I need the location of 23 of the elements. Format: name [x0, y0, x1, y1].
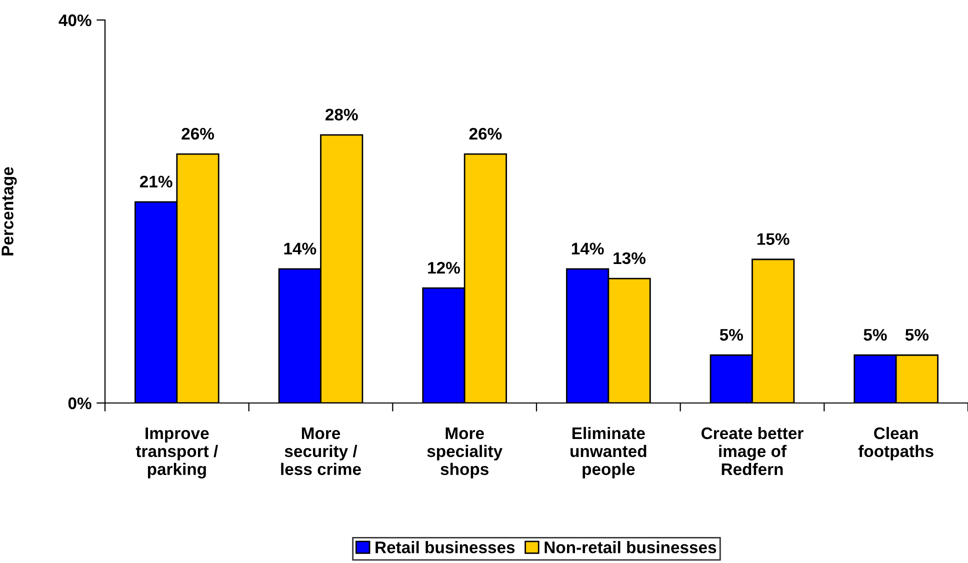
data-label: 12% [428, 262, 460, 274]
x-tick-label: More security / less crime [281, 428, 361, 476]
data-label: 21% [140, 176, 172, 188]
data-label: 5% [864, 328, 887, 341]
legend-label: Non-retail businesses [544, 541, 716, 554]
y-axis-title: Percentage [2, 167, 17, 256]
data-label: 5% [720, 328, 743, 341]
y-tick-label: 0% [68, 397, 92, 410]
data-label: 15% [757, 233, 790, 245]
data-label: 28% [326, 108, 358, 120]
data-label: 14% [284, 242, 316, 255]
y-tick-label: 40% [58, 14, 92, 26]
x-tick-label: Create better image of Redfern [702, 426, 804, 476]
data-label: 5% [905, 328, 929, 341]
x-tick-label: Clean footpaths [858, 426, 934, 460]
legend-label: Retail businesses [376, 541, 515, 554]
x-tick-label: More speciality shops [427, 428, 502, 478]
data-label: 26% [182, 128, 214, 140]
data-label: 14% [572, 242, 604, 255]
x-tick-label: Eliminate unwanted people [570, 426, 646, 478]
data-label: 26% [469, 128, 502, 140]
data-label: 13% [614, 252, 646, 264]
x-tick-label: Improve transport / parking [136, 428, 218, 478]
